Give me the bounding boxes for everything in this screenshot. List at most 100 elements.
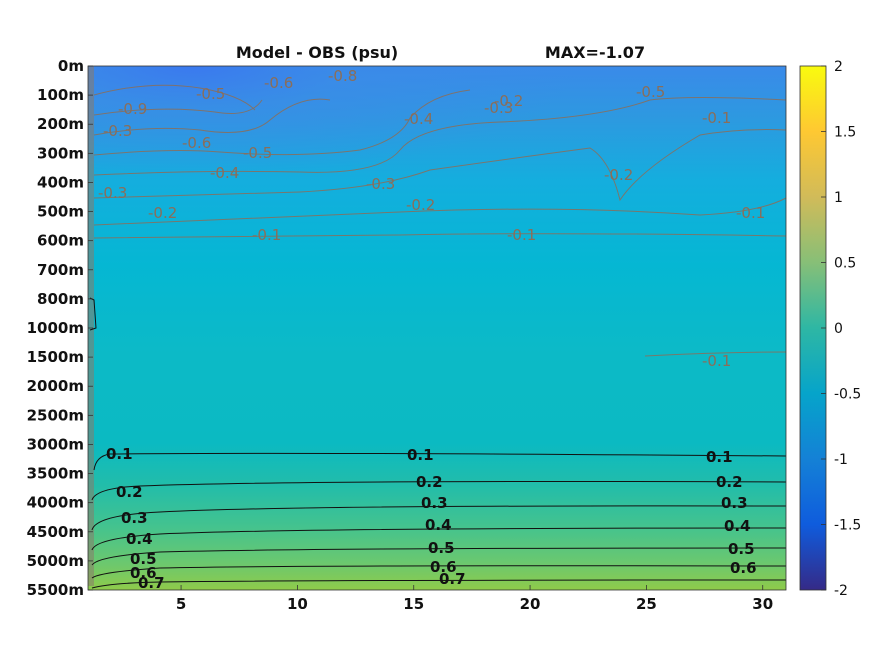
y-tick-label: 4000m bbox=[27, 494, 84, 512]
contour-label: -0.2 bbox=[494, 92, 523, 110]
colorbar-tick-label: 1.5 bbox=[834, 125, 856, 141]
contour-line bbox=[93, 197, 787, 226]
x-axis: 5 10 15 20 25 30 bbox=[176, 585, 773, 613]
y-tick-label: 200m bbox=[37, 115, 84, 133]
contour-label: 0.3 bbox=[121, 509, 148, 527]
contour-line bbox=[93, 452, 787, 471]
colorbar-tick-label: 1 bbox=[834, 190, 843, 206]
x-tick-label: 25 bbox=[636, 595, 657, 613]
negative-contours bbox=[93, 84, 787, 357]
x-tick-label: 5 bbox=[176, 595, 186, 613]
contour-line bbox=[91, 505, 787, 531]
contour-label: -0.2 bbox=[148, 204, 177, 222]
contour-label: -0.3 bbox=[484, 99, 513, 117]
contour-line bbox=[91, 481, 787, 501]
colorbar-tick-label: -1.5 bbox=[834, 518, 861, 534]
contour-label: 0.1 bbox=[106, 445, 133, 463]
negative-contour-labels: -0.9 -0.8 -0.6 -0.5 -0.3 -0.5 -0.6 -0.5 … bbox=[98, 67, 765, 370]
contour-line bbox=[91, 547, 787, 566]
contour-label: 0.2 bbox=[416, 473, 443, 491]
contour-label: 0.2 bbox=[716, 473, 743, 491]
y-tick-label: 700m bbox=[37, 261, 84, 279]
colorbar-tick-label: -0.5 bbox=[834, 387, 861, 403]
contour-label: 0.3 bbox=[721, 494, 748, 512]
y-tick-label: 3000m bbox=[27, 435, 84, 453]
x-tick-label: 10 bbox=[287, 595, 308, 613]
contour-label: -0.3 bbox=[366, 175, 395, 193]
x-tick-label: 15 bbox=[403, 595, 424, 613]
contour-line bbox=[93, 233, 787, 239]
heatmap-left-edge bbox=[88, 66, 94, 586]
contour-label: 0.4 bbox=[425, 516, 452, 534]
contour-label: 0.7 bbox=[439, 570, 466, 588]
contour-label: 0.1 bbox=[706, 448, 733, 466]
y-tick-label: 0m bbox=[58, 57, 84, 75]
contour-label: -0.6 bbox=[264, 74, 293, 92]
colorbar-tick-label: -2 bbox=[834, 583, 848, 599]
contour-line bbox=[93, 89, 471, 156]
contour-label: -0.9 bbox=[118, 100, 147, 118]
colorbar-tick-label: 2 bbox=[834, 59, 843, 75]
contour-label: -0.8 bbox=[328, 67, 357, 85]
contour-line bbox=[93, 84, 256, 111]
heatmap-negative-anomaly bbox=[88, 66, 786, 266]
contour-label: -0.2 bbox=[406, 196, 435, 214]
positive-contour-labels: 0.1 0.1 0.1 0.2 0.2 0.2 0.3 0.3 0.3 0.4 … bbox=[106, 445, 757, 592]
contour-label: 0.6 bbox=[730, 559, 757, 577]
y-tick-label: 3500m bbox=[27, 465, 84, 483]
colorbar-tick-label: -1 bbox=[834, 452, 848, 468]
y-tick-label: 1000m bbox=[27, 319, 84, 337]
contour-line bbox=[91, 579, 787, 589]
contour-label: 0.6 bbox=[130, 564, 157, 582]
contour-label: -0.1 bbox=[736, 204, 765, 222]
positive-contours bbox=[89, 297, 787, 589]
contour-label: 0.5 bbox=[130, 550, 157, 568]
contour-label: -0.5 bbox=[243, 144, 272, 162]
contour-label: -0.1 bbox=[252, 226, 281, 244]
contour-line bbox=[93, 99, 263, 116]
contour-line bbox=[93, 98, 331, 136]
contour-label: 0.4 bbox=[724, 517, 751, 535]
contour-label: 0.7 bbox=[138, 574, 165, 592]
y-tick-label: 400m bbox=[37, 173, 84, 191]
y-tick-label: 5000m bbox=[27, 552, 84, 570]
contour-label: -0.3 bbox=[103, 122, 132, 140]
contour-label: -0.1 bbox=[702, 352, 731, 370]
y-tick-label: 1500m bbox=[27, 348, 84, 366]
y-tick-label: 800m bbox=[37, 290, 84, 308]
y-tick-label: 2000m bbox=[27, 377, 84, 395]
chart-title: Model - OBS (psu) bbox=[236, 43, 398, 62]
y-tick-label: 100m bbox=[37, 86, 84, 104]
contour-label: -0.4 bbox=[210, 164, 239, 182]
contour-label: -0.4 bbox=[404, 110, 433, 128]
y-axis: 0m 100m 200m 300m 400m 500m 600m 700m 800m 1000m 1… bbox=[27, 57, 93, 599]
contour-line bbox=[93, 129, 787, 202]
colorbar-tick-label: 0 bbox=[834, 321, 843, 337]
contour-label: 0.1 bbox=[407, 446, 434, 464]
contour-label: -0.1 bbox=[702, 109, 731, 127]
y-tick-label: 2500m bbox=[27, 406, 84, 424]
y-tick-label: 4500m bbox=[27, 523, 84, 541]
contour-line bbox=[91, 565, 787, 579]
contour-label: -0.5 bbox=[196, 85, 225, 103]
contour-line bbox=[644, 351, 787, 357]
x-tick-label: 30 bbox=[752, 595, 773, 613]
contour-label: -0.5 bbox=[636, 83, 665, 101]
chart-max-annotation: MAX=-1.07 bbox=[545, 43, 645, 62]
plot-area bbox=[88, 66, 786, 590]
contour-label: 0.5 bbox=[728, 540, 755, 558]
y-tick-label: 600m bbox=[37, 232, 84, 250]
contour-label: 0.4 bbox=[126, 530, 153, 548]
y-tick-label: 5500m bbox=[27, 581, 84, 599]
colorbar: 2 1.5 1 0.5 0 -0.5 -1 -1.5 -2 bbox=[799, 59, 861, 599]
contour-label: -0.2 bbox=[604, 166, 633, 184]
contour-label: 0.3 bbox=[421, 494, 448, 512]
y-tick-label: 500m bbox=[37, 203, 84, 221]
colorbar-ticks: 2 1.5 1 0.5 0 -0.5 -1 -1.5 -2 bbox=[821, 59, 861, 599]
contour-label: -0.6 bbox=[182, 134, 211, 152]
contour-line bbox=[93, 97, 787, 176]
contour-label: 0.5 bbox=[428, 539, 455, 557]
contour-label: -0.3 bbox=[98, 184, 127, 202]
x-tick-label: 20 bbox=[520, 595, 541, 613]
contour-label: -0.1 bbox=[507, 226, 536, 244]
